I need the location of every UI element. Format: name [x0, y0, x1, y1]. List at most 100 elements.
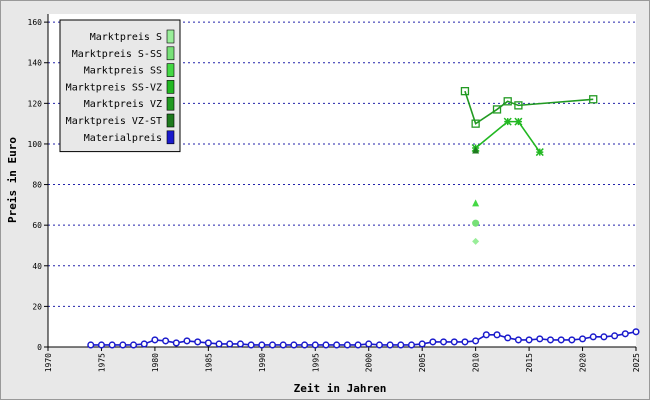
- point: [472, 199, 480, 207]
- point: [557, 336, 565, 344]
- x-tick-label: 2015: [525, 353, 534, 372]
- point: [536, 335, 544, 343]
- point: [504, 334, 512, 342]
- point: [568, 336, 576, 344]
- legend-swatch: [166, 29, 175, 44]
- point: [172, 339, 180, 347]
- point: [87, 341, 95, 349]
- point: [183, 337, 191, 345]
- point: [472, 219, 480, 227]
- x-tick-label: 2005: [418, 353, 427, 372]
- point: [151, 336, 159, 344]
- series-line: [90, 330, 637, 346]
- x-tick-label: 2025: [632, 353, 641, 372]
- x-tick-label: 1985: [204, 353, 213, 372]
- point: [140, 340, 148, 348]
- point: [258, 341, 266, 349]
- y-tick-label: 80: [32, 181, 42, 190]
- point: [429, 338, 437, 346]
- point: [311, 341, 319, 349]
- point: [215, 340, 223, 348]
- y-tick-label: 20: [32, 302, 42, 311]
- point: [129, 341, 138, 349]
- legend-label: Materialpreis: [84, 133, 162, 144]
- legend-box: [59, 19, 181, 153]
- point: [375, 341, 383, 349]
- point: [290, 341, 298, 349]
- legend-label: Marktpreis SS: [84, 66, 162, 77]
- point: [279, 341, 287, 349]
- x-tick-label: 1980: [151, 353, 160, 372]
- point: [418, 340, 426, 348]
- series-line: [475, 120, 541, 153]
- legend-label: Marktpreis SS-VZ: [66, 82, 162, 93]
- point: [333, 341, 341, 349]
- point: [492, 105, 502, 114]
- point: [386, 341, 394, 349]
- y-tick-label: 100: [28, 140, 43, 149]
- y-tick-label: 60: [32, 221, 42, 230]
- point: [204, 339, 212, 347]
- x-tick-label: 1975: [97, 353, 106, 372]
- y-axis-label: Preis in Euro: [6, 137, 19, 223]
- point: [589, 333, 597, 341]
- point: [460, 87, 470, 96]
- point: [472, 237, 480, 245]
- point: [397, 341, 405, 349]
- y-tick-label: 40: [32, 262, 42, 271]
- point: [440, 338, 448, 346]
- point: [301, 341, 309, 349]
- point: [450, 338, 458, 346]
- point: [546, 336, 555, 344]
- legend-label: Marktpreis VZ: [84, 99, 162, 110]
- point: [514, 336, 522, 344]
- point: [236, 340, 244, 348]
- series-line: [464, 90, 594, 125]
- point: [514, 117, 523, 126]
- legend-swatch: [166, 130, 175, 145]
- point: [493, 331, 501, 339]
- point: [343, 341, 351, 349]
- x-tick-label: 2010: [472, 353, 481, 372]
- legend-label: Marktpreis VZ-ST: [66, 116, 162, 127]
- point: [503, 97, 512, 106]
- point: [482, 331, 490, 339]
- point: [525, 336, 533, 344]
- legend-label: Marktpreis S-SS: [72, 49, 162, 60]
- legend-swatch: [166, 80, 175, 94]
- legend-swatch: [166, 46, 175, 61]
- legend-label: Marktpreis S: [90, 32, 162, 43]
- legend-swatch: [166, 96, 175, 111]
- y-tick-label: 120: [28, 99, 43, 108]
- x-tick-label: 1970: [44, 353, 53, 372]
- point: [611, 332, 619, 340]
- point: [365, 340, 373, 348]
- x-axis-label: Zeit in Jahren: [294, 382, 387, 395]
- point: [461, 338, 469, 346]
- point: [578, 335, 587, 343]
- point: [354, 341, 362, 349]
- point: [162, 337, 170, 345]
- point: [503, 117, 512, 126]
- point: [535, 148, 544, 157]
- point: [247, 341, 255, 349]
- point: [632, 328, 640, 336]
- x-tick-label: 2020: [579, 353, 588, 372]
- point: [322, 341, 330, 349]
- point: [472, 146, 480, 154]
- x-tick-label: 2000: [365, 353, 374, 372]
- point: [600, 333, 608, 341]
- x-tick-label: 1995: [311, 353, 320, 372]
- point: [108, 341, 116, 349]
- x-tick-label: 1990: [258, 353, 267, 372]
- point: [471, 119, 480, 128]
- point: [194, 338, 202, 346]
- point: [226, 340, 234, 348]
- point: [472, 337, 480, 345]
- point: [514, 101, 523, 110]
- point: [407, 341, 416, 349]
- legend-swatch: [166, 63, 175, 77]
- legend-swatch: [166, 113, 175, 128]
- y-tick-label: 160: [28, 18, 43, 27]
